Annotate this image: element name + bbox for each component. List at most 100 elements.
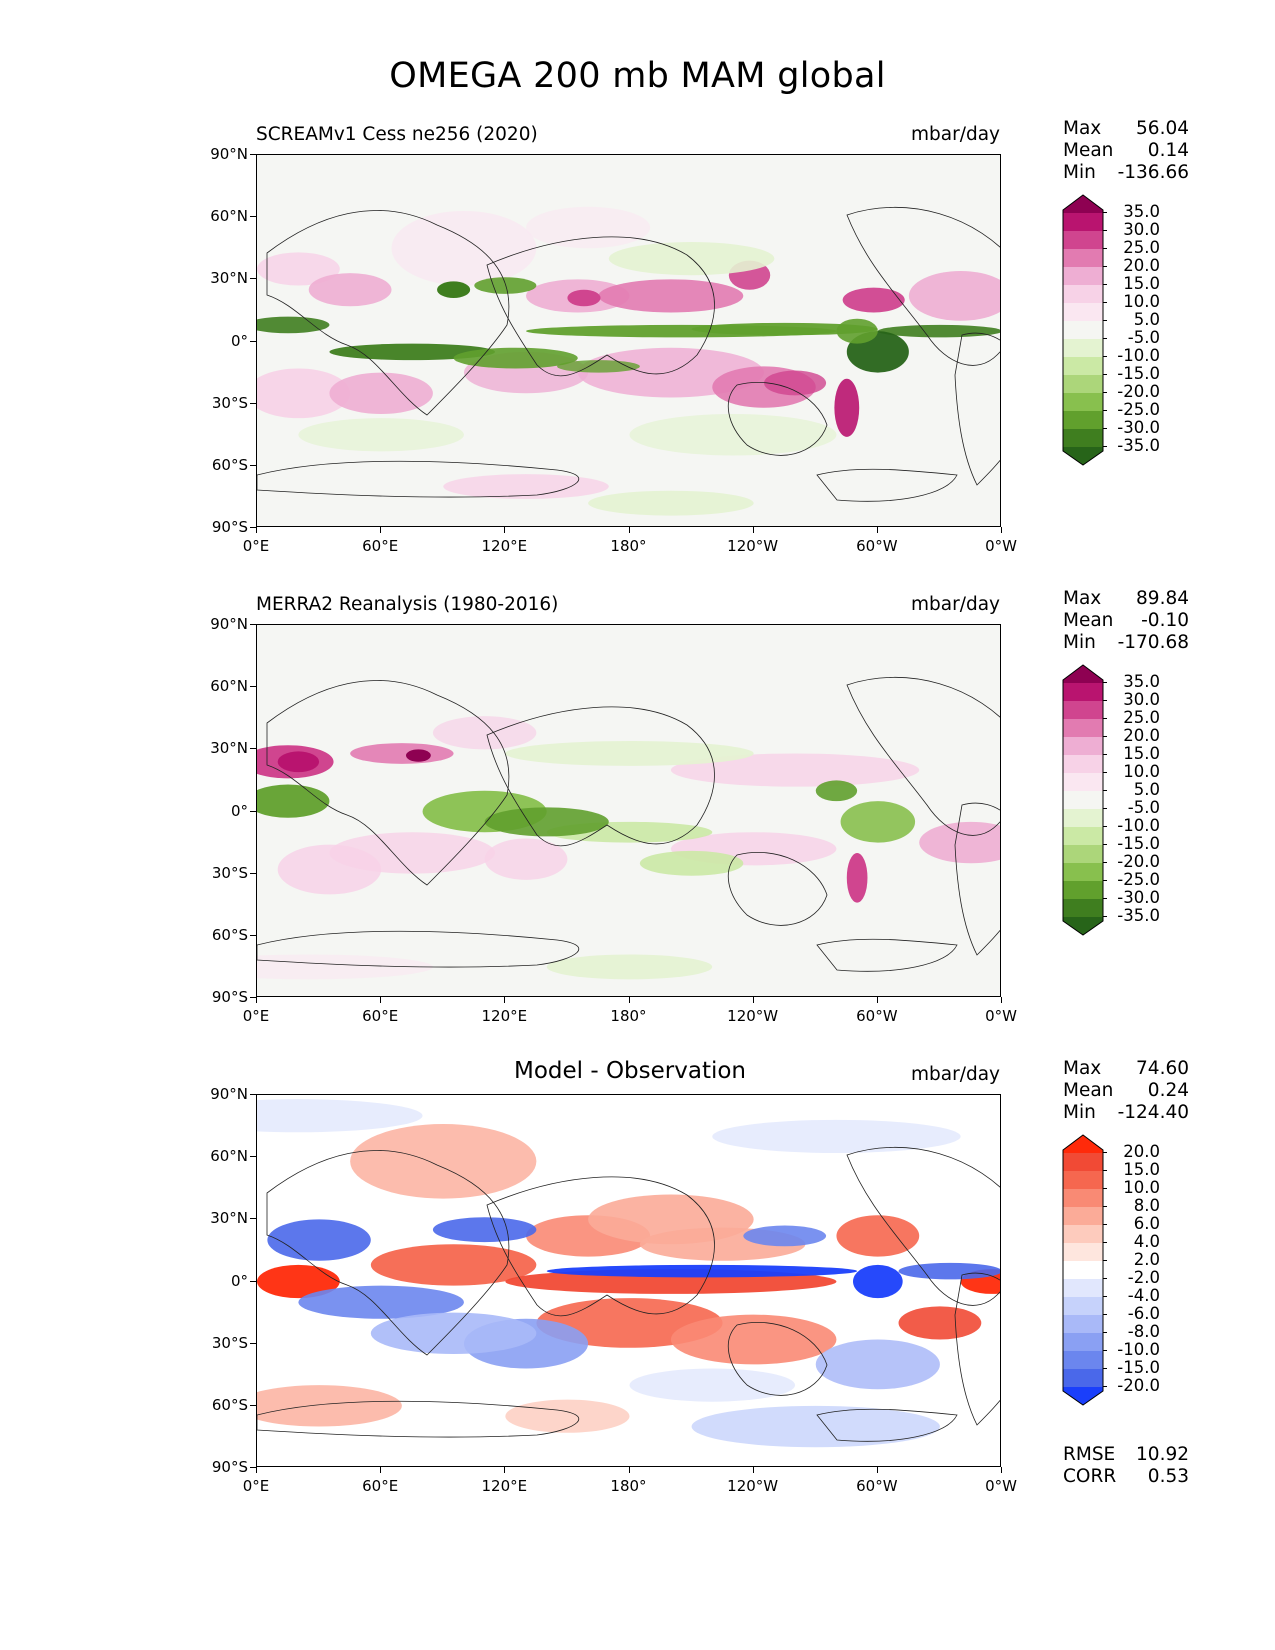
colorbar-label: 20.0 [1123, 1142, 1160, 1161]
field-contour [370, 1244, 537, 1286]
coastline [728, 852, 828, 926]
colorbar-tick [1103, 284, 1107, 285]
y-tick-mark [250, 997, 256, 998]
colorbar-bin [1063, 683, 1103, 702]
x-tick-label: 60°E [362, 1007, 399, 1025]
y-tick-mark [250, 340, 256, 342]
stats-rmse-corr: RMSE 10.92 CORR 0.53 [1063, 1444, 1189, 1488]
stat-mean: 0.14 [1147, 140, 1189, 161]
coastline [266, 680, 510, 886]
y-tick-mark [250, 624, 256, 625]
field-contour [257, 784, 330, 818]
stat-mean-label: Mean [1063, 610, 1114, 631]
colorbar-bin [1063, 665, 1103, 683]
y-tick-label: 30°S [211, 863, 248, 882]
colorbar-bin [1063, 1135, 1103, 1153]
colorbar-label: 8.0 [1133, 1196, 1160, 1215]
field-contour [257, 1264, 340, 1299]
stat-min: -170.68 [1117, 632, 1189, 653]
colorbar-label: -35.0 [1117, 906, 1160, 925]
y-tick-label: 90°S [211, 1458, 248, 1476]
colorbar-label: 15.0 [1123, 744, 1160, 763]
units-model: mbar/day [911, 124, 1000, 145]
colorbar-tick [1103, 1368, 1107, 1369]
colorbar-tick [1103, 1332, 1107, 1333]
y-tick-mark [250, 872, 256, 874]
field-contour [670, 753, 920, 787]
coastline [954, 1272, 1000, 1426]
y-tick-label: 30°N [210, 739, 248, 758]
y-tick-mark [250, 1342, 256, 1344]
x-tick-label: 0°W [985, 537, 1017, 555]
colorbar-tick [1103, 772, 1107, 773]
coastline [486, 236, 715, 377]
colorbar-tick [1103, 862, 1107, 863]
colorbar-label: -10.0 [1117, 816, 1160, 835]
colorbar-tick [1103, 754, 1107, 755]
y-tick-label: 30°N [210, 1209, 248, 1228]
field-contour [350, 1124, 537, 1199]
field-contour [257, 252, 340, 286]
colorbar-label: -30.0 [1117, 418, 1160, 437]
colorbar-bin [1063, 719, 1103, 738]
coastline [954, 802, 1000, 956]
y-tick-label: 0° [230, 331, 248, 350]
colorbar-label: -6.0 [1127, 1304, 1160, 1323]
colorbar-tick [1103, 1314, 1107, 1315]
colorbar-label: 10.0 [1123, 1178, 1160, 1197]
field-contour [840, 801, 916, 843]
x-tick-mark [628, 1467, 630, 1473]
colorbar-label: 2.0 [1133, 1250, 1160, 1269]
coastline [257, 930, 580, 968]
stat-max: 56.04 [1136, 118, 1189, 139]
stat-rmse: 10.92 [1136, 1444, 1189, 1465]
x-tick-label: 0°E [242, 1007, 270, 1025]
colorbar-tick [1103, 1296, 1107, 1297]
colorbar-bin [1063, 809, 1103, 828]
colorbar-bin [1063, 881, 1103, 900]
colorbar-bin [1063, 285, 1103, 304]
colorbar-bin [1063, 267, 1103, 286]
colorbar-label: 5.0 [1133, 310, 1160, 329]
x-tick-mark [1001, 997, 1002, 1003]
field-contour [406, 749, 431, 762]
y-tick-label: 90°S [211, 988, 248, 1006]
colorbar-label: -20.0 [1117, 852, 1160, 871]
x-tick-mark [504, 997, 506, 1003]
colorbar-bin [1063, 1243, 1103, 1262]
colorbar-label: -15.0 [1117, 364, 1160, 383]
colorbar-bin [1063, 357, 1103, 376]
colorbar-label: -35.0 [1117, 436, 1160, 455]
field-contour [350, 743, 454, 764]
coastline [954, 332, 1000, 486]
colorbar-bin [1063, 1261, 1103, 1280]
field-contour [432, 1217, 537, 1243]
colorbar-label: -4.0 [1127, 1286, 1160, 1305]
x-tick-label: 180° [610, 1477, 647, 1495]
field-contour [257, 1385, 402, 1427]
field-contour [257, 954, 433, 980]
coastline [486, 1176, 715, 1317]
colorbar-label: -25.0 [1117, 870, 1160, 889]
colorbar-tick [1103, 338, 1107, 339]
coastline [846, 676, 1000, 836]
x-tick-label: 180° [610, 537, 647, 555]
field-contour [670, 1314, 837, 1365]
stat-mean: -0.10 [1141, 610, 1189, 631]
x-tick-mark [380, 527, 382, 533]
colorbar-svg [1062, 1134, 1104, 1406]
colorbar-outline [1062, 1134, 1104, 1406]
colorbar-svg [1062, 194, 1104, 466]
colorbar-bin [1063, 755, 1103, 774]
field-contour [546, 954, 713, 980]
stat-rmse-label: RMSE [1063, 1444, 1116, 1465]
stat-min: -124.40 [1117, 1102, 1189, 1123]
colorbar-bin [1063, 1387, 1103, 1405]
colorbar-tick [1103, 790, 1107, 791]
colorbar-label: 4.0 [1133, 1232, 1160, 1251]
field-contour [919, 821, 1000, 864]
colorbar-label: -10.0 [1117, 346, 1160, 365]
x-tick-label: 120°W [727, 1007, 779, 1025]
stat-min-label: Min [1063, 1102, 1096, 1123]
colorbar-label: -20.0 [1117, 382, 1160, 401]
